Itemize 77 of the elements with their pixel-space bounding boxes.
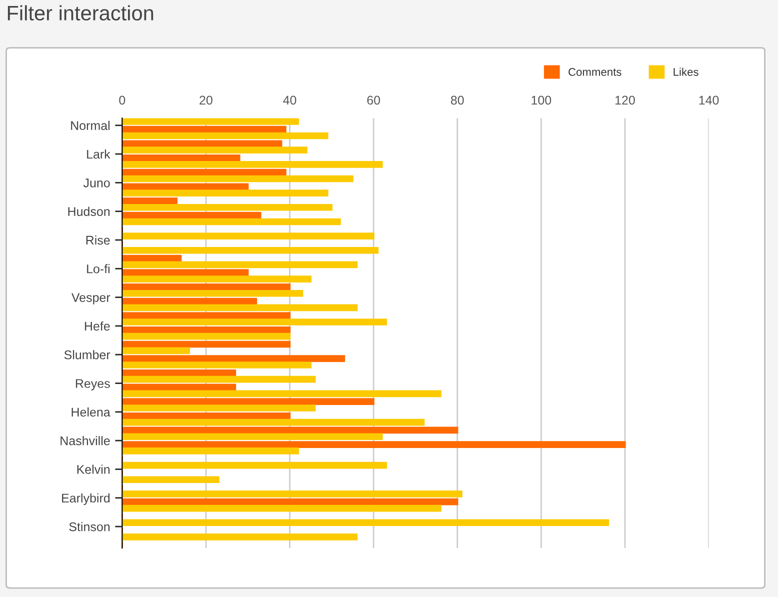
bar [122, 198, 178, 204]
bar [122, 132, 328, 140]
x-tick-label: 100 [532, 96, 552, 105]
bar [122, 398, 374, 405]
bar [122, 376, 316, 383]
y-tick-label: Reyes [76, 379, 110, 390]
bar [122, 254, 182, 262]
bar [122, 190, 328, 196]
y-tick-label: Rise [86, 235, 110, 245]
bar [122, 476, 220, 484]
bar [122, 261, 358, 268]
y-tick-label: Kelvin [77, 464, 110, 474]
bar [122, 490, 462, 498]
bar [122, 146, 308, 154]
bar [122, 534, 358, 540]
chart-title: Filter interaction [8, 5, 154, 21]
bar [122, 441, 626, 448]
bar [122, 412, 291, 420]
bar [122, 304, 358, 312]
bar [122, 369, 236, 376]
x-tick-label: 80 [450, 96, 464, 105]
y-tick-label: Lo-fi [87, 264, 110, 274]
y-tick-label: Lark [87, 149, 110, 159]
y-tick-label: Hudson [68, 206, 110, 216]
bar [122, 298, 258, 305]
legend-label: Comments [568, 68, 622, 76]
bar [122, 183, 249, 190]
y-tick-label: Helena [72, 407, 110, 417]
bar [122, 284, 291, 290]
y-tick-label: Earlybird [62, 493, 110, 506]
bar [122, 232, 374, 240]
y-tick-label: Juno [83, 178, 110, 188]
bar [122, 290, 304, 297]
bar [122, 218, 341, 226]
x-tick-label: 0 [119, 96, 126, 105]
bar [122, 161, 383, 168]
bar [122, 118, 299, 125]
bar [122, 504, 442, 512]
bar [122, 318, 387, 326]
bar [122, 332, 291, 340]
y-tick-label: Normal [71, 120, 110, 130]
bar [122, 168, 286, 176]
bar [122, 154, 240, 162]
bar [122, 433, 383, 440]
bar [122, 246, 379, 254]
bar [122, 362, 312, 368]
bar [122, 312, 291, 319]
x-tick-label: 40 [283, 96, 296, 105]
bar [122, 347, 190, 354]
bar [122, 204, 332, 211]
bar [122, 519, 610, 526]
y-tick-label: Stinson [69, 522, 110, 532]
bar [122, 175, 354, 182]
y-tick-label: Hefe [84, 321, 110, 331]
y-tick-label: Nashville [60, 436, 110, 446]
bar [122, 269, 249, 276]
bar [122, 426, 458, 434]
y-tick-label: Vesper [71, 293, 110, 304]
bar [122, 276, 312, 282]
y-tick-label: Slumber [64, 350, 110, 360]
bar [122, 126, 286, 133]
x-tick-label: 60 [367, 96, 380, 105]
bar [122, 390, 442, 398]
bar [122, 326, 291, 334]
bar [122, 404, 316, 412]
bar [122, 448, 299, 454]
bar [122, 418, 425, 426]
bar [122, 140, 282, 148]
bar [122, 462, 387, 469]
bar [122, 498, 458, 506]
bar [122, 212, 262, 219]
x-tick-label: 140 [699, 96, 719, 105]
x-tick-label: 120 [615, 96, 635, 105]
legend-label: Likes [674, 68, 698, 76]
bar [122, 340, 291, 348]
x-tick-label: 20 [200, 96, 212, 105]
bar [122, 355, 346, 362]
